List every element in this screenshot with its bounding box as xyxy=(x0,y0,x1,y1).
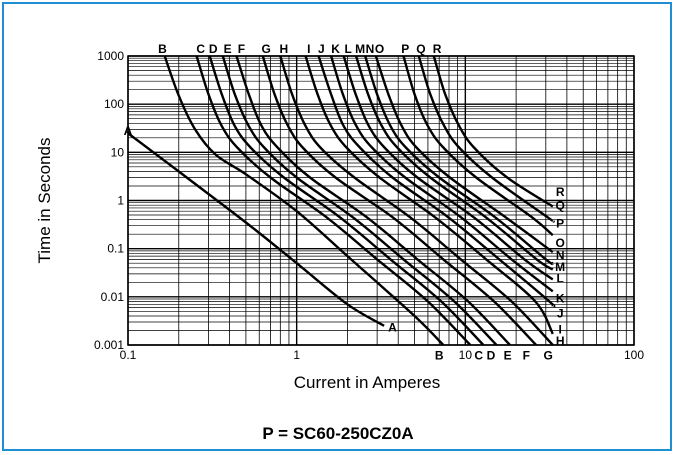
curve-label: C xyxy=(474,349,483,363)
curve-label: C xyxy=(196,42,205,56)
curve-label: G xyxy=(544,349,553,363)
curve-label: I xyxy=(307,42,310,56)
y-tick-label: 0.01 xyxy=(101,290,125,304)
curve-p xyxy=(402,55,554,237)
curve-n xyxy=(364,55,554,266)
curve-label: B xyxy=(158,42,167,56)
x-tick-label: 1 xyxy=(293,348,300,362)
curve-r xyxy=(432,55,554,208)
curve-label: F xyxy=(523,349,530,363)
curve-label: A xyxy=(388,321,397,335)
curve-label: F xyxy=(238,42,245,56)
curve-label: A xyxy=(124,124,133,138)
curve-label: J xyxy=(557,307,564,321)
x-axis-label: Current in Amperes xyxy=(294,373,440,392)
curve-label: L xyxy=(344,42,351,56)
curve-g xyxy=(261,55,538,345)
curve-label: N xyxy=(366,42,375,56)
curve-f xyxy=(235,55,511,345)
curve-a xyxy=(128,132,385,327)
curve-label: I xyxy=(559,322,562,336)
curve-label: E xyxy=(504,349,512,363)
curve-d xyxy=(208,55,485,345)
curve-label: D xyxy=(487,349,496,363)
curve-label: Q xyxy=(556,199,565,213)
curve-o xyxy=(374,55,554,254)
curve-label: M xyxy=(555,260,565,274)
curve-label: Q xyxy=(416,42,425,56)
curve-label: N xyxy=(556,249,565,263)
y-tick-label: 10 xyxy=(111,145,125,159)
y-tick-label: 0.1 xyxy=(107,242,124,256)
curve-label: J xyxy=(318,42,325,56)
curve-label: B xyxy=(435,349,444,363)
y-axis-label: Time in Seconds xyxy=(35,138,54,264)
curve-label: R xyxy=(433,42,442,56)
curve-h xyxy=(279,55,554,345)
y-tick-label: 1000 xyxy=(97,49,124,63)
curve-label: H xyxy=(280,42,289,56)
curve-c xyxy=(195,55,472,345)
x-tick-label: 0.1 xyxy=(120,348,137,362)
y-tick-label: 0.001 xyxy=(94,338,124,352)
curve-q xyxy=(417,55,555,223)
curve-label: E xyxy=(224,42,232,56)
curve-j xyxy=(317,55,556,308)
plot-area-border xyxy=(127,55,635,346)
curve-label: R xyxy=(556,185,565,199)
x-tick-label: 10 xyxy=(459,348,473,362)
curve-label: M xyxy=(355,42,365,56)
curve-i xyxy=(304,55,554,335)
curve-label: D xyxy=(209,42,218,56)
curve-m xyxy=(354,55,554,271)
curve-label: P xyxy=(401,42,409,56)
curve-l xyxy=(342,55,554,281)
part-number-caption: P = SC60-250CZ0A xyxy=(262,424,414,443)
y-tick-label: 1 xyxy=(117,194,124,208)
curve-k xyxy=(329,55,554,293)
curve-label: O xyxy=(375,42,384,56)
y-tick-label: 100 xyxy=(104,97,124,111)
curve-label: K xyxy=(556,292,565,306)
curve-label: G xyxy=(262,42,271,56)
curve-label: P xyxy=(556,217,564,231)
curve-label: L xyxy=(557,272,564,286)
curve-label: O xyxy=(556,236,565,250)
curve-e xyxy=(221,55,498,345)
curve-b xyxy=(163,55,445,345)
curve-label: H xyxy=(556,334,565,348)
curve-label: K xyxy=(331,42,340,56)
x-tick-label: 100 xyxy=(624,348,644,362)
